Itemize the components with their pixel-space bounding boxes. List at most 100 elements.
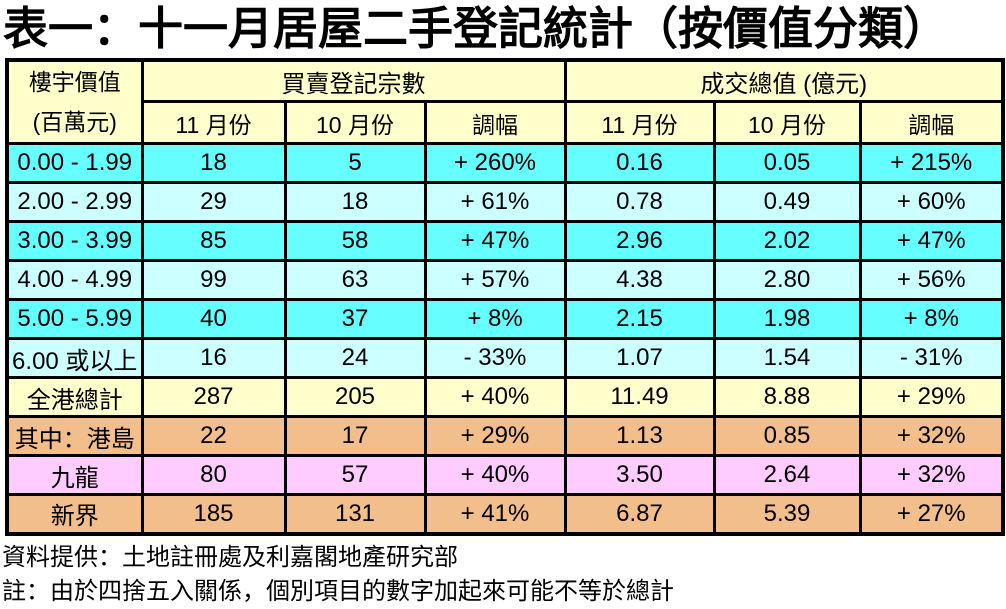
cell-val-nov: 1.13 — [563, 415, 716, 457]
cell-val-change: + 215% — [858, 142, 1005, 184]
cell-val-change: + 8% — [858, 298, 1005, 340]
table-row-total: 全港總計 287 205 + 40% 11.49 8.88 + 29% — [5, 376, 1005, 418]
group-header-row: 樓宇價值 (百萬元) 買賣登記宗數 成交總值 (億元) — [5, 58, 1005, 145]
cell-val-nov: 1.07 — [563, 337, 716, 379]
table-row-hk-island: 其中：港島 22 17 + 29% 1.13 0.85 + 32% — [5, 415, 1005, 457]
subheader-val-oct: 10 月份 — [712, 100, 862, 145]
cell-reg-nov: 16 — [140, 337, 287, 379]
cell-reg-nov: 185 — [140, 493, 287, 535]
cell-price-band: 新界 — [5, 493, 144, 535]
cell-val-oct: 0.05 — [712, 142, 862, 184]
cell-val-nov: 6.87 — [563, 493, 716, 535]
group-header-consideration: 成交總值 (億元) — [563, 58, 1005, 104]
cell-val-oct: 2.02 — [712, 220, 862, 262]
subheader-reg-change: 調幅 — [423, 100, 567, 145]
cell-reg-change: + 61% — [423, 181, 567, 223]
page-title: 表一：十一月居屋二手登記統計（按價值分類） — [3, 3, 949, 54]
table-row-price-4.00-4.99: 4.00 - 4.99 99 63 + 57% 4.38 2.80 + 56% — [5, 259, 1005, 301]
cell-reg-change: + 40% — [423, 376, 567, 418]
subheader-val-change: 調幅 — [858, 100, 1005, 145]
cell-val-oct: 0.85 — [712, 415, 862, 457]
cell-price-band: 2.00 - 2.99 — [5, 181, 144, 223]
cell-val-oct: 1.54 — [712, 337, 862, 379]
cell-val-change: + 47% — [858, 220, 1005, 262]
rounding-note: 註：由於四捨五入關係，個別項目的數字加起來可能不等於總計 — [2, 578, 674, 605]
table-row-kowloon: 九龍 80 57 + 40% 3.50 2.64 + 32% — [5, 454, 1005, 496]
cell-reg-oct: 131 — [283, 493, 427, 535]
table-row-price-6.00-up: 6.00 或以上 16 24 - 33% 1.07 1.54 - 31% — [5, 337, 1005, 379]
source-note: 資料提供：土地註冊處及利嘉閣地產研究部 — [2, 544, 458, 571]
cell-val-change: + 32% — [858, 415, 1005, 457]
cell-reg-change: + 29% — [423, 415, 567, 457]
cell-val-oct: 1.98 — [712, 298, 862, 340]
cell-reg-oct: 57 — [283, 454, 427, 496]
cell-val-oct: 2.64 — [712, 454, 862, 496]
cell-val-change: + 56% — [858, 259, 1005, 301]
subheader-val-nov: 11 月份 — [563, 100, 716, 145]
corner-header-line1: 樓宇價值 — [28, 69, 121, 95]
cell-val-nov: 2.15 — [563, 298, 716, 340]
cell-reg-nov: 22 — [140, 415, 287, 457]
cell-val-nov: 0.16 — [563, 142, 716, 184]
cell-reg-oct: 17 — [283, 415, 427, 457]
cell-reg-nov: 80 — [140, 454, 287, 496]
cell-val-oct: 8.88 — [712, 376, 862, 418]
cell-price-band: 全港總計 — [5, 376, 144, 418]
cell-price-band: 0.00 - 1.99 — [5, 142, 144, 184]
cell-reg-oct: 205 — [283, 376, 427, 418]
table-row-price-2.00-2.99: 2.00 - 2.99 29 18 + 61% 0.78 0.49 + 60% — [5, 181, 1005, 223]
cell-reg-change: + 8% — [423, 298, 567, 340]
cell-reg-nov: 287 — [140, 376, 287, 418]
cell-price-band: 3.00 - 3.99 — [5, 220, 144, 262]
sub-header-row: 11 月份 10 月份 調幅 11 月份 10 月份 調幅 — [7, 100, 1005, 145]
cell-price-band: 九龍 — [5, 454, 144, 496]
cell-val-oct: 2.80 — [712, 259, 862, 301]
cell-reg-change: + 47% — [423, 220, 567, 262]
cell-val-nov: 3.50 — [563, 454, 716, 496]
cell-val-change: + 32% — [858, 454, 1005, 496]
cell-val-nov: 0.78 — [563, 181, 716, 223]
cell-val-nov: 2.96 — [563, 220, 716, 262]
cell-reg-oct: 58 — [283, 220, 427, 262]
cell-val-nov: 4.38 — [563, 259, 716, 301]
cell-reg-change: + 41% — [423, 493, 567, 535]
cell-price-band: 4.00 - 4.99 — [5, 259, 144, 301]
cell-reg-nov: 18 — [140, 142, 287, 184]
statistics-table: 樓宇價值 (百萬元) 買賣登記宗數 成交總值 (億元) 11 月份 10 月份 … — [5, 58, 1005, 536]
cell-reg-change: + 57% — [423, 259, 567, 301]
cell-val-change: - 31% — [858, 337, 1005, 379]
cell-val-nov: 11.49 — [563, 376, 716, 418]
cell-reg-oct: 5 — [283, 142, 427, 184]
cell-price-band: 其中：港島 — [5, 415, 144, 457]
table-row-price-5.00-5.99: 5.00 - 5.99 40 37 + 8% 2.15 1.98 + 8% — [5, 298, 1005, 340]
cell-val-change: + 60% — [858, 181, 1005, 223]
cell-reg-nov: 85 — [140, 220, 287, 262]
subheader-reg-nov: 11 月份 — [140, 100, 287, 145]
corner-header-line2: (百萬元) — [32, 109, 117, 135]
cell-reg-nov: 99 — [140, 259, 287, 301]
cell-val-change: + 29% — [858, 376, 1005, 418]
table-body: 0.00 - 1.99 18 5 + 260% 0.16 0.05 + 215%… — [5, 142, 1005, 535]
cell-val-change: + 27% — [858, 493, 1005, 535]
cell-reg-oct: 24 — [283, 337, 427, 379]
table-row-price-3.00-3.99: 3.00 - 3.99 85 58 + 47% 2.96 2.02 + 47% — [5, 220, 1005, 262]
table-row-price-0.00-1.99: 0.00 - 1.99 18 5 + 260% 0.16 0.05 + 215% — [5, 142, 1005, 184]
cell-reg-change: - 33% — [423, 337, 567, 379]
cell-reg-nov: 29 — [140, 181, 287, 223]
footnotes: 資料提供：土地註冊處及利嘉閣地產研究部 註：由於四捨五入關係，個別項目的數字加起… — [2, 541, 1006, 609]
cell-reg-change: + 40% — [423, 454, 567, 496]
table-header: 樓宇價值 (百萬元) 買賣登記宗數 成交總值 (億元) 11 月份 10 月份 … — [5, 58, 1005, 145]
table-row-new-territories: 新界 185 131 + 41% 6.87 5.39 + 27% — [5, 493, 1005, 535]
group-header-registrations: 買賣登記宗數 — [140, 58, 567, 104]
corner-header-cell: 樓宇價值 (百萬元) — [5, 58, 144, 145]
cell-reg-nov: 40 — [140, 298, 287, 340]
cell-reg-oct: 18 — [283, 181, 427, 223]
cell-reg-change: + 260% — [423, 142, 567, 184]
subheader-reg-oct: 10 月份 — [283, 100, 427, 145]
cell-reg-oct: 37 — [283, 298, 427, 340]
cell-price-band: 6.00 或以上 — [5, 337, 144, 379]
cell-val-oct: 0.49 — [712, 181, 862, 223]
cell-val-oct: 5.39 — [712, 493, 862, 535]
cell-price-band: 5.00 - 5.99 — [5, 298, 144, 340]
cell-reg-oct: 63 — [283, 259, 427, 301]
